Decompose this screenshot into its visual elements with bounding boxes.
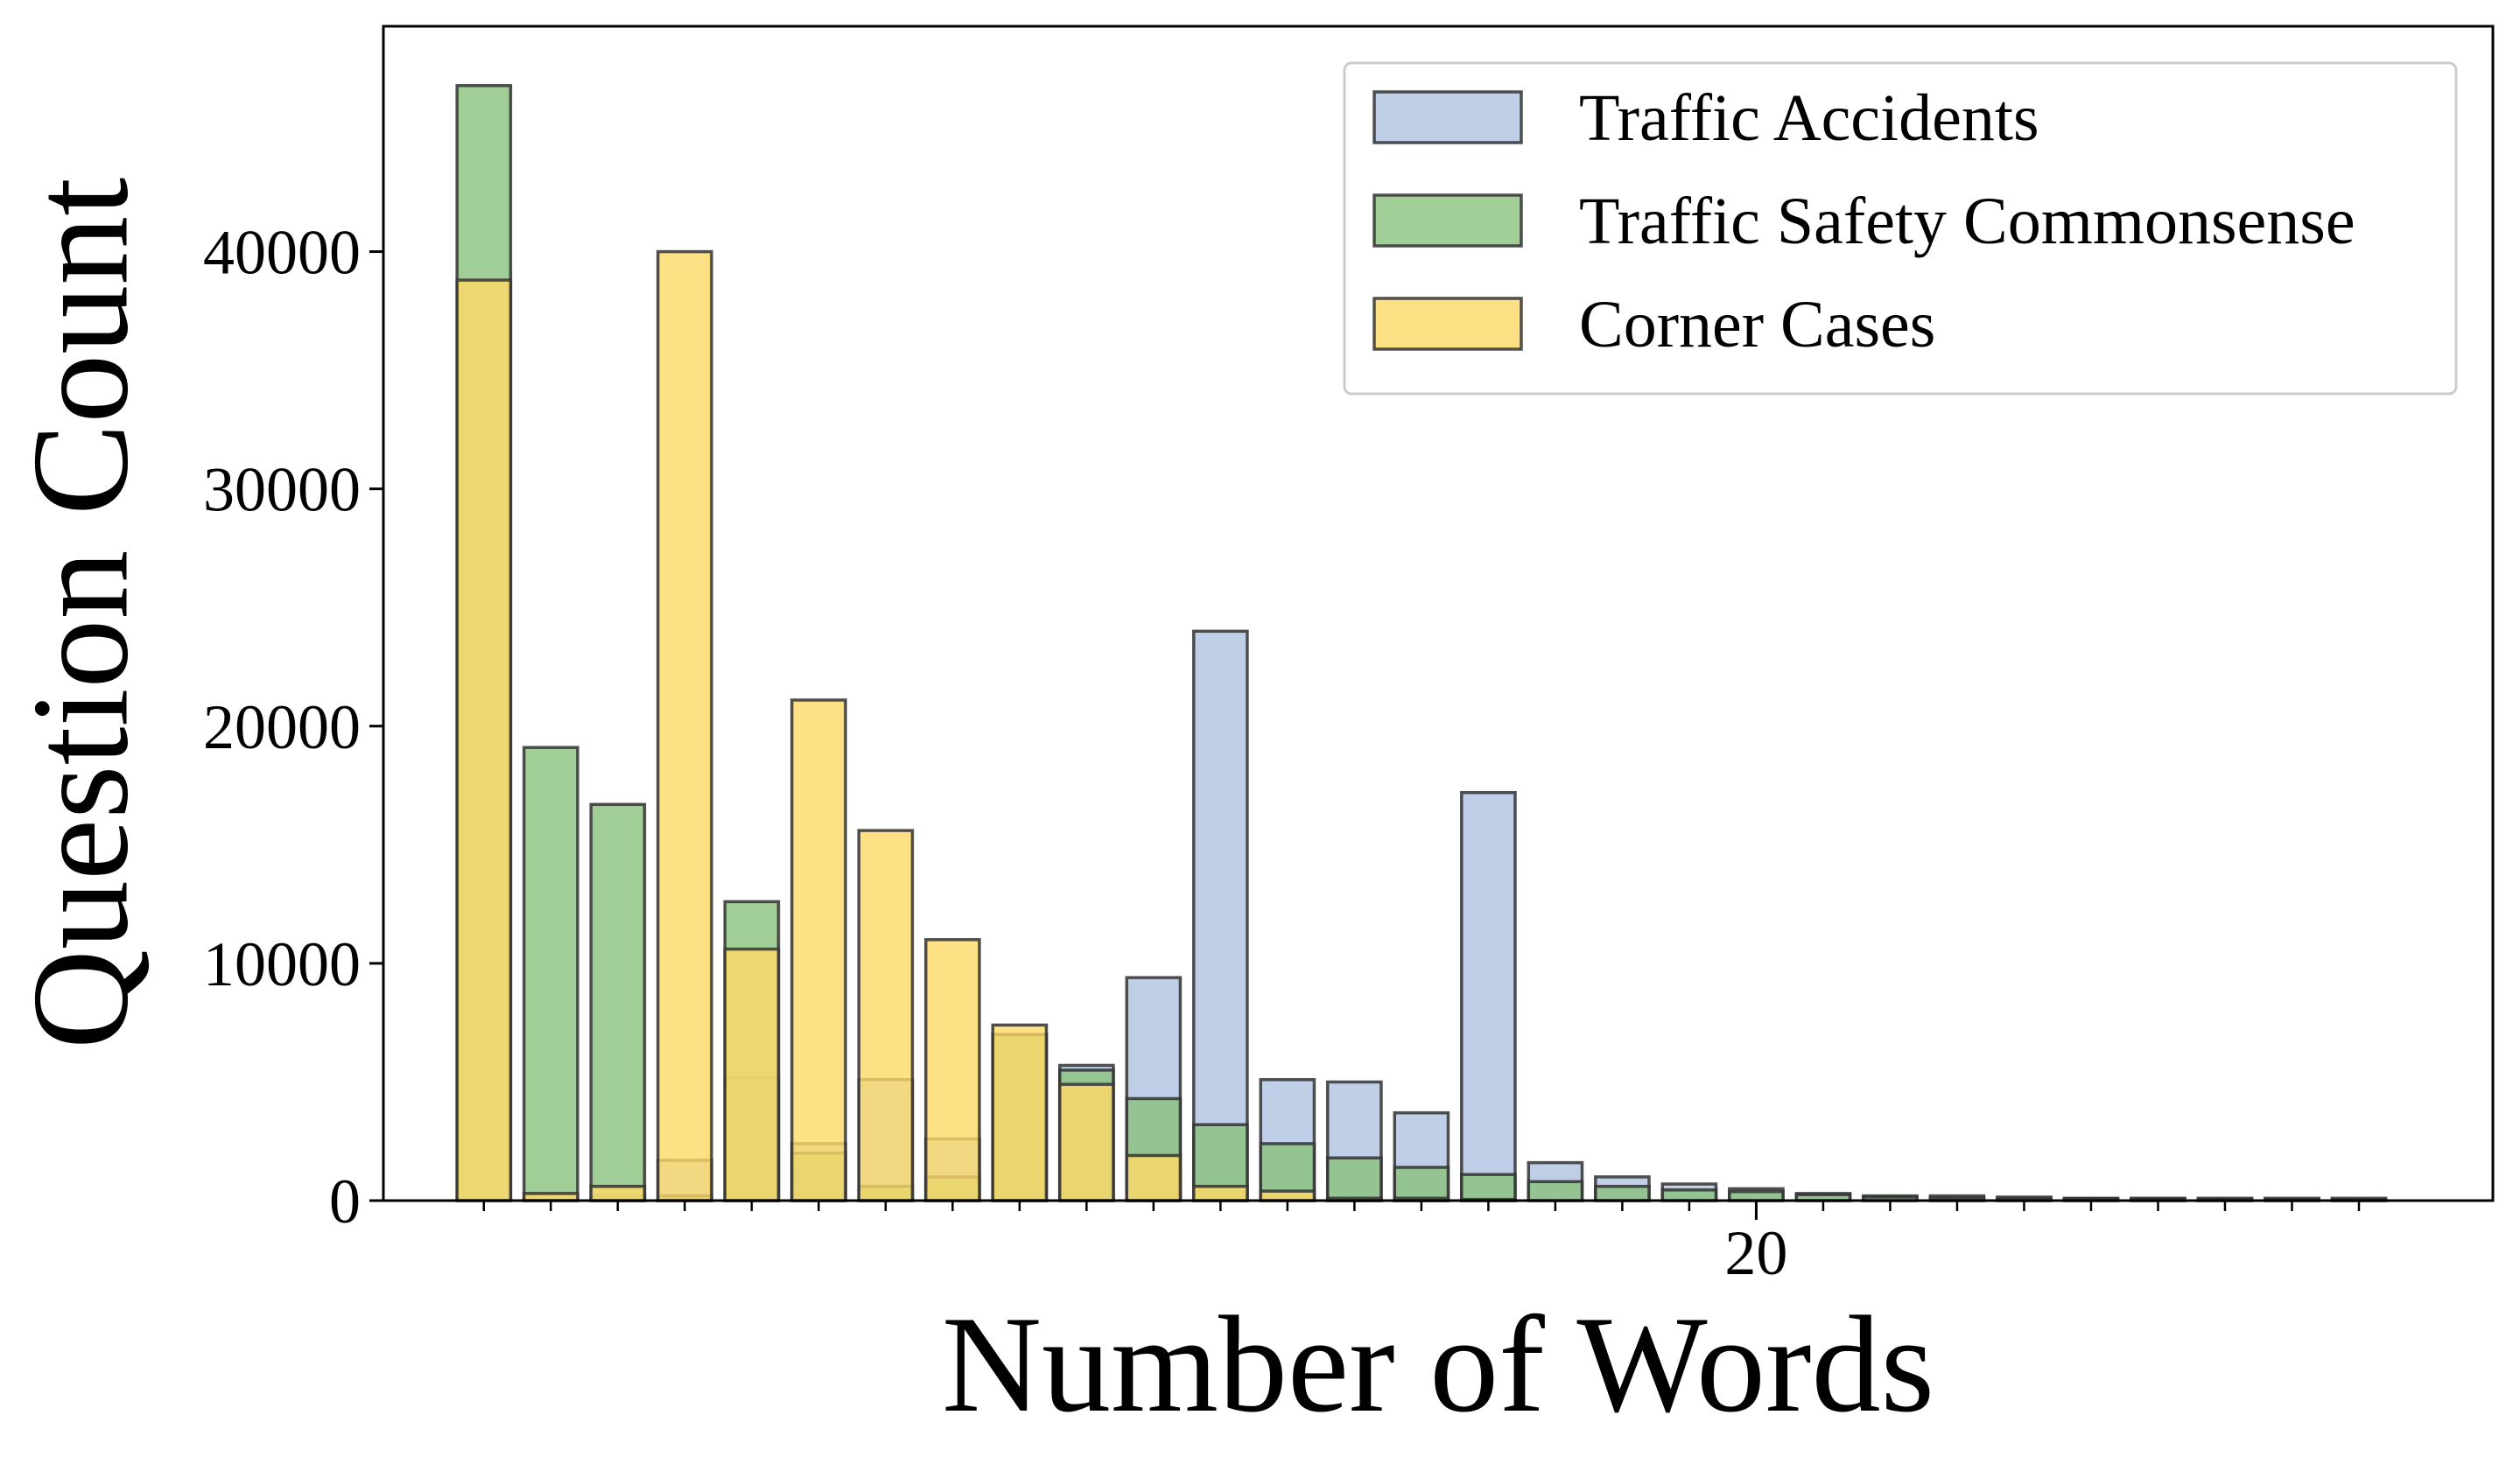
y-tick-label: 40000: [203, 218, 361, 288]
y-tick-label: 20000: [203, 692, 361, 762]
legend-item: Corner Cases: [1372, 288, 1935, 361]
bar: [1125, 1153, 1183, 1202]
bar: [857, 829, 915, 1202]
bar: [923, 938, 981, 1202]
legend-label: Traffic Safety Commonsense: [1579, 185, 2355, 258]
bar: [1057, 1082, 1115, 1202]
bar: [1527, 1180, 1584, 1202]
legend: Traffic Accidents Traffic Safety Commonse…: [1343, 61, 2458, 396]
bars-layer: [455, 84, 2388, 1202]
legend-swatch: [1372, 90, 1523, 144]
bar: [589, 802, 647, 1202]
ticks-layer: 0 10000 20000 30000 40000 20: [203, 218, 2361, 1288]
y-tick-label: 0: [329, 1166, 361, 1236]
bar: [790, 698, 847, 1202]
plot-frame: [382, 25, 2495, 1202]
bar: [1326, 1156, 1383, 1202]
x-axis-title: Number of Words: [942, 1288, 1934, 1441]
bar: [455, 278, 513, 1202]
y-tick-label: 10000: [203, 929, 361, 999]
legend-entries: Traffic Accidents Traffic Safety Commonse…: [1372, 81, 2355, 361]
y-axis-title: Question Count: [4, 178, 158, 1049]
bar: [1728, 1189, 1785, 1202]
y-tick-label: 30000: [203, 455, 361, 525]
bar: [656, 249, 713, 1202]
legend-label: Traffic Accidents: [1579, 81, 2039, 155]
bar: [1259, 1189, 1316, 1202]
legend-item: Traffic Safety Commonsense: [1372, 185, 2355, 258]
legend-swatch: [1372, 297, 1523, 351]
bar: [589, 1184, 647, 1202]
bar: [1594, 1184, 1651, 1202]
bar: [723, 947, 781, 1202]
bar: [522, 746, 579, 1202]
bar: [1192, 1184, 1249, 1202]
legend-label: Corner Cases: [1579, 288, 1935, 361]
bar: [991, 1023, 1049, 1202]
bar: [1192, 629, 1249, 1202]
bar: [1660, 1188, 1718, 1202]
x-tick-label: 20: [1724, 1218, 1787, 1288]
legend-box: [1343, 61, 2458, 396]
bar: [1460, 1173, 1517, 1202]
legend-item: Traffic Accidents: [1372, 81, 2039, 155]
series-3-bars: [455, 249, 1517, 1202]
bar: [1460, 790, 1517, 1202]
bar: [1393, 1166, 1450, 1202]
legend-swatch: [1372, 193, 1523, 248]
